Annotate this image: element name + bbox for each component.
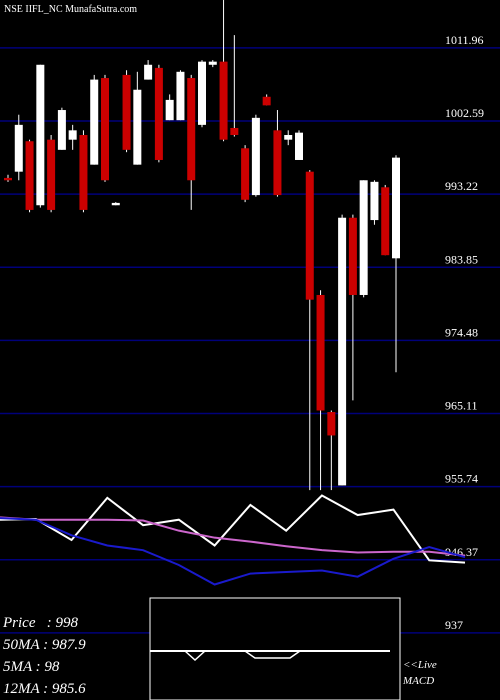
candle-body <box>381 187 390 256</box>
info-text: Price : 998 <box>2 615 78 631</box>
candle-body <box>187 78 196 181</box>
y-tick-label: 1011.96 <box>445 33 484 47</box>
y-tick-label: 1002.59 <box>445 106 484 120</box>
candle-body <box>154 67 163 160</box>
candle-body <box>359 180 368 295</box>
candle-body <box>262 96 271 106</box>
chart-title: NSE IIFL_NC MunafaSutra.com <box>4 4 137 15</box>
candle-body <box>101 78 109 181</box>
candle-body <box>47 139 56 210</box>
candle-body <box>230 127 239 136</box>
candle-body <box>316 294 325 411</box>
info-text: 50MA : 987.9 <box>3 637 86 653</box>
candle-body <box>327 412 336 436</box>
ma-line <box>0 517 466 586</box>
candle-body <box>25 141 34 210</box>
candle-body <box>14 124 23 172</box>
candle-body <box>273 130 282 196</box>
ma-line <box>0 516 466 557</box>
candle-body <box>68 130 77 140</box>
candle-body <box>198 61 206 125</box>
y-tick-label: 983.85 <box>445 252 478 266</box>
candle-body <box>57 110 66 150</box>
candle-body <box>251 117 260 196</box>
candle-body <box>295 132 303 160</box>
candle-body <box>165 99 174 121</box>
y-tick-label: 965.11 <box>445 399 478 413</box>
candle-body <box>90 79 99 165</box>
y-tick-label: 974.48 <box>445 325 478 339</box>
candle-body <box>133 89 142 165</box>
macd-signal <box>184 650 301 662</box>
y-tick-label: 955.74 <box>445 472 478 486</box>
candle-body <box>111 202 120 206</box>
candle-body <box>208 61 217 65</box>
ma-line <box>0 494 466 564</box>
macd-box <box>149 597 401 700</box>
candle-body <box>4 177 12 181</box>
candle-body <box>122 74 131 150</box>
macd-label: <<Live <box>403 659 437 671</box>
candle-body <box>338 217 347 486</box>
candle-body <box>392 157 400 259</box>
candle-body <box>79 135 88 210</box>
candle-body <box>284 135 293 140</box>
candle-body <box>219 61 228 140</box>
candle-body <box>36 64 45 206</box>
candle-body <box>305 171 314 300</box>
macd-label: MACD <box>402 675 434 687</box>
candle-body <box>241 148 250 200</box>
info-text: 12MA : 985.6 <box>3 681 86 697</box>
candle-body <box>348 217 357 295</box>
candle-body <box>176 71 185 121</box>
candle-body <box>370 181 379 221</box>
y-tick-label: 993.22 <box>445 179 478 193</box>
y-tick-label: 937 <box>445 618 463 632</box>
candle-body <box>144 64 153 80</box>
info-text: 5MA : 98 <box>3 659 60 675</box>
